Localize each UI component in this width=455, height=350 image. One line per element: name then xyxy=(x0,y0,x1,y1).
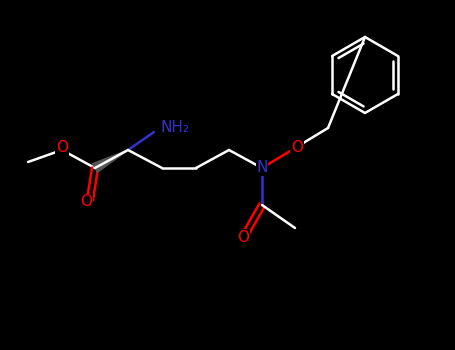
Text: O: O xyxy=(80,195,92,210)
Polygon shape xyxy=(93,150,128,173)
Text: N: N xyxy=(256,161,268,175)
Text: NH₂: NH₂ xyxy=(160,119,189,134)
Text: O: O xyxy=(291,140,303,154)
Text: O: O xyxy=(56,140,68,155)
Text: O: O xyxy=(237,230,249,245)
